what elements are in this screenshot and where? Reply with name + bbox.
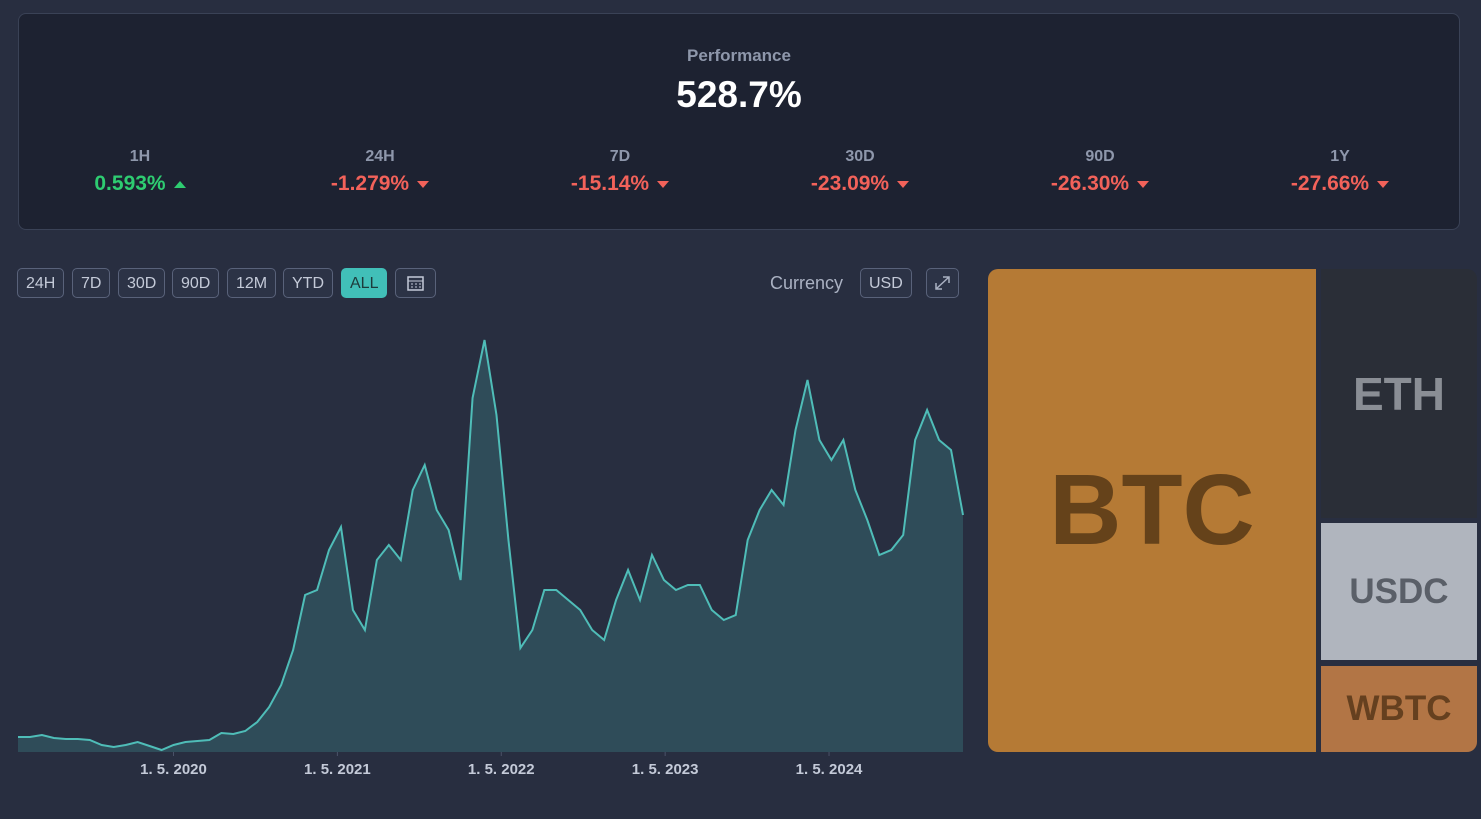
range-button[interactable]: YTD: [283, 268, 333, 298]
period-change: -23.09%: [760, 172, 960, 196]
period-name: 7D: [609, 148, 631, 165]
calendar-button[interactable]: [395, 268, 436, 298]
x-tick-label: 1. 5. 2023: [632, 761, 699, 778]
period-name: 1Y: [1330, 148, 1350, 165]
change-value: -26.30%: [1050, 172, 1130, 195]
period-name: 30D: [845, 148, 875, 165]
range-button[interactable]: 12M: [227, 268, 277, 298]
period-change: -27.66%: [1240, 172, 1440, 196]
change-value: -23.09%: [810, 172, 890, 195]
period: 1Y -27.66%: [1240, 148, 1440, 196]
period: 7D -15.14%: [520, 148, 720, 196]
range-button[interactable]: 24H: [17, 268, 65, 298]
chart: 1. 5. 2020 1. 5. 2021 1. 5. 2022 1. 5. 2023…: [18, 339, 964, 778]
change-value: -1.279%: [330, 172, 410, 195]
tile-usdc[interactable]: USDC: [1321, 523, 1477, 660]
currency-label: Currency: [770, 273, 844, 293]
tile-eth[interactable]: ETH: [1321, 269, 1477, 518]
range-button[interactable]: 30D: [118, 268, 166, 298]
x-tick-label: 1. 5. 2020: [140, 761, 207, 778]
period-change: -26.30%: [1000, 172, 1200, 196]
currency-button[interactable]: USD: [860, 268, 912, 298]
period-name: 24H: [365, 148, 395, 165]
period-change: 0.593%: [40, 172, 240, 196]
trend-arrow: [417, 180, 430, 188]
period: 90D -26.30%: [1000, 148, 1200, 196]
expand-icon: [935, 276, 950, 290]
period-name: 90D: [1085, 148, 1115, 165]
x-tick-label: 1. 5. 2021: [304, 761, 371, 778]
expand-button[interactable]: [926, 268, 959, 298]
change-value: -15.14%: [570, 172, 650, 195]
x-tick-label: 1. 5. 2022: [468, 761, 535, 778]
trend-arrow: [1377, 180, 1390, 188]
calendar-icon: [407, 276, 424, 291]
range-button[interactable]: ALL: [341, 268, 388, 298]
period: 1H 0.593%: [40, 148, 240, 196]
tile-btc[interactable]: BTC: [988, 269, 1316, 752]
tile-wbtc[interactable]: WBTC: [1321, 666, 1477, 752]
area: [18, 340, 963, 752]
trend-arrow: [173, 180, 186, 188]
range-button[interactable]: 7D: [72, 268, 111, 298]
change-value: 0.593%: [94, 172, 166, 195]
performance-panel: Performance 528.7% 1H 0.593% 24H -1.279% 7D -…: [18, 13, 1460, 230]
period-change: -15.14%: [520, 172, 720, 196]
trend-arrow: [1137, 180, 1150, 188]
trend-arrow: [897, 180, 910, 188]
line: [18, 339, 964, 752]
period-name: 1H: [129, 148, 151, 165]
period-change: -1.279%: [280, 172, 480, 196]
performance-label: Performance: [687, 46, 791, 65]
range-button[interactable]: 90D: [172, 268, 220, 298]
trend-arrow: [657, 180, 670, 188]
performance-value: 528.7%: [676, 74, 802, 115]
x-tick-label: 1. 5. 2024: [796, 761, 863, 778]
change-value: -27.66%: [1290, 172, 1370, 195]
period: 24H -1.279%: [280, 148, 480, 196]
period: 30D -23.09%: [760, 148, 960, 196]
